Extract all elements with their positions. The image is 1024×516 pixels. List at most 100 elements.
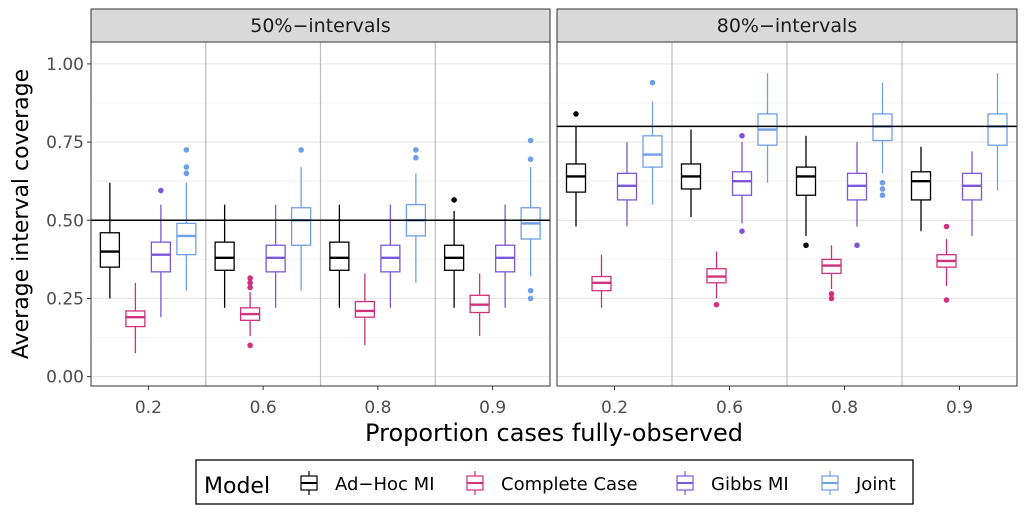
boxplot-gibbs-mi [846, 142, 868, 249]
outlier-point [649, 79, 656, 86]
outlier-point [247, 284, 253, 291]
category-group [910, 73, 1008, 303]
outlier-point [879, 179, 886, 186]
x-axis-title: Proportion cases fully-observed [365, 419, 743, 447]
y-tick-label: 0.00 [46, 368, 84, 388]
outlier-point [803, 242, 809, 249]
x-tick-label: 0.9 [479, 398, 506, 418]
y-tick-label: 1.00 [46, 55, 84, 75]
boxplot-complete-case [469, 273, 490, 336]
boxplot-joint [757, 73, 778, 183]
outlier-point [183, 170, 190, 177]
outlier-point [183, 164, 190, 170]
box-iqr [642, 135, 663, 168]
box-iqr [354, 300, 376, 318]
boxplot-gibbs-mi [494, 204, 516, 308]
facet-strip [90, 8, 551, 43]
facet-title: 50%−intervals [250, 15, 391, 37]
x-tick-label: 0.9 [946, 398, 973, 418]
boxplot-complete-case [591, 254, 612, 308]
x-tick-label: 0.6 [716, 398, 743, 418]
legend-key [676, 471, 694, 495]
boxplot-joint [176, 147, 197, 291]
category-group [443, 137, 541, 336]
box-iqr [214, 241, 235, 271]
x-tick-label: 0.2 [601, 398, 628, 418]
y-axis-title: Average interval coverage [9, 69, 34, 359]
y-tick-label: 0.25 [46, 289, 84, 309]
boxplot-ad-hoc-mi [99, 182, 121, 299]
boxplot-ad-hoc-mi [443, 197, 465, 308]
legend-title: Model [204, 474, 270, 499]
boxplot-ad-hoc-mi [795, 135, 817, 249]
outlier-point [298, 147, 304, 153]
outlier-point [247, 275, 253, 281]
boxplot-joint [642, 79, 663, 205]
x-tick-label: 0.8 [831, 398, 858, 418]
outlier-point [183, 147, 190, 153]
facet-title: 80%−intervals [717, 15, 858, 37]
outlier-point [247, 280, 253, 286]
category-group [214, 147, 312, 349]
boxplot-ad-hoc-mi [680, 129, 702, 218]
legend-label: Complete Case [501, 474, 638, 495]
box-iqr [565, 163, 587, 193]
legend: Model Ad−Hoc MI Complete Case Gibbs MI Joint [195, 459, 914, 505]
outlier-point [527, 156, 534, 163]
box-iqr [125, 310, 146, 328]
boxplot-gibbs-mi [150, 187, 172, 318]
boxplot-complete-case [936, 223, 957, 303]
panel-border [90, 41, 551, 387]
box-iqr [150, 241, 172, 273]
boxplot-ad-hoc-mi [565, 111, 587, 227]
boxplot-complete-case [354, 273, 376, 346]
outlier-point [527, 287, 534, 294]
boxplot-ad-hoc-mi [214, 204, 235, 308]
outlier-point [943, 223, 950, 230]
box-iqr [176, 222, 197, 256]
box-iqr [99, 232, 121, 268]
facet-panel-1: 50%−intervals 0.2 0.6 0.8 0.9 [90, 8, 551, 418]
outlier-point [879, 186, 886, 192]
x-tick-label: 0.2 [135, 398, 162, 418]
box-iqr [987, 113, 1008, 146]
outlier-point [828, 290, 835, 297]
legend-key [300, 471, 318, 495]
outlier-point [739, 228, 745, 234]
legend-key [466, 471, 484, 495]
legend-key [821, 471, 839, 495]
outlier-point [527, 137, 534, 144]
box-iqr [290, 207, 312, 246]
outlier-point [413, 147, 419, 153]
boxplot-gibbs-mi [961, 151, 983, 236]
box-iqr [329, 241, 350, 271]
boxplot-complete-case [821, 245, 842, 302]
panel-border [556, 41, 1018, 387]
x-tick-label: 0.8 [364, 398, 391, 418]
outlier-point [713, 301, 720, 308]
outlier-point [247, 342, 253, 349]
outlier-point [828, 295, 835, 302]
outlier-point [943, 297, 950, 303]
facet-strip [556, 8, 1018, 43]
boxplot-ad-hoc-mi [910, 146, 932, 232]
outlier-point [879, 192, 886, 199]
outlier-point [451, 197, 457, 203]
outlier-point [739, 133, 745, 139]
category-group [99, 147, 197, 354]
y-tick-label: 0.50 [46, 211, 84, 231]
y-tick-label: 0.75 [46, 133, 84, 153]
box-iqr [795, 166, 817, 196]
box-iqr [731, 171, 753, 196]
legend-label: Gibbs MI [711, 474, 789, 495]
legend-label: Joint [855, 474, 896, 495]
boxplot-gibbs-mi [265, 204, 286, 308]
boxplot-joint [520, 137, 541, 302]
x-tick-label: 0.6 [250, 398, 277, 418]
outlier-point [158, 187, 164, 194]
facet-panel-2: 80%−intervals 0.2 0.6 0.8 0.9 [556, 8, 1018, 418]
boxplot-complete-case [125, 282, 146, 354]
y-axis: 0.00 0.25 0.50 0.75 1.00 [46, 55, 91, 388]
outlier-point [413, 154, 419, 161]
